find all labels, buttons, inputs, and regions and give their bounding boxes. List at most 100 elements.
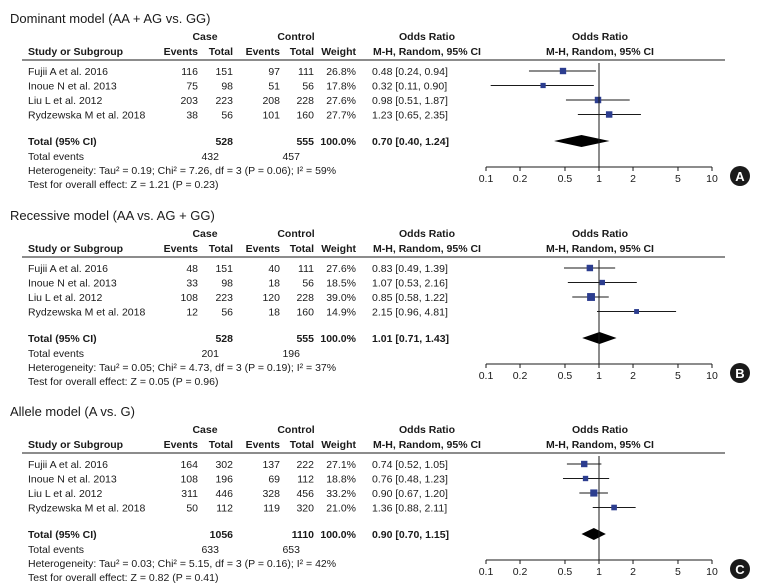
study-control-events: 18 xyxy=(268,278,280,290)
x-tick-label: 0.1 xyxy=(479,370,494,382)
x-tick-label: 0.2 xyxy=(513,566,528,578)
header-or-method-plot: M-H, Random, 95% CI xyxy=(546,243,654,255)
header-control-events: Events xyxy=(246,439,281,451)
header-case-total: Total xyxy=(209,439,233,451)
study-name: Inoue N et al. 2013 xyxy=(28,278,117,290)
study-control-events: 69 xyxy=(268,474,280,486)
study-case-total: 223 xyxy=(215,95,233,107)
study-name: Fujii A et al. 2016 xyxy=(28,263,108,275)
study-marker xyxy=(581,460,588,468)
pooled-diamond xyxy=(554,135,610,147)
study-name: Liu L et al. 2012 xyxy=(28,292,102,304)
header-or-method: M-H, Random, 95% CI xyxy=(373,46,481,58)
study-case-events: 108 xyxy=(180,474,198,486)
study-case-events: 75 xyxy=(186,81,198,93)
study-marker xyxy=(611,504,617,511)
total-events-control: 457 xyxy=(282,151,300,163)
total-weight: 100.0% xyxy=(320,333,356,345)
total-case: 1056 xyxy=(210,529,234,541)
study-marker xyxy=(540,82,546,89)
study-or-ci: 0.90 [0.67, 1.20] xyxy=(372,488,448,500)
study-control-events: 137 xyxy=(262,459,280,471)
study-or-ci: 2.15 [0.96, 4.81] xyxy=(372,307,448,319)
panel-title: Recessive model (AA vs. AG + GG) xyxy=(10,208,215,223)
x-tick-label: 1 xyxy=(596,370,602,382)
header-case: Case xyxy=(192,228,217,240)
study-weight: 39.0% xyxy=(326,292,356,304)
study-name: Inoue N et al. 2013 xyxy=(28,81,117,93)
study-case-total: 98 xyxy=(221,278,233,290)
study-marker xyxy=(599,279,605,286)
panel-badge-label: A xyxy=(735,169,745,184)
study-case-events: 203 xyxy=(180,95,198,107)
x-tick-label: 0.5 xyxy=(558,173,573,185)
header-odds-ratio: Odds Ratio xyxy=(399,424,455,436)
header-odds-ratio-plot: Odds Ratio xyxy=(572,31,628,43)
x-tick-label: 0.1 xyxy=(479,566,494,578)
header-weight: Weight xyxy=(321,439,356,451)
header-study: Study or Subgroup xyxy=(28,46,123,58)
study-case-total: 196 xyxy=(215,474,233,486)
study-case-events: 38 xyxy=(186,110,198,122)
study-case-total: 56 xyxy=(221,307,233,319)
x-tick-label: 10 xyxy=(706,566,718,578)
total-events-label: Total events xyxy=(28,544,84,556)
x-tick-label: 5 xyxy=(675,370,681,382)
study-control-total: 228 xyxy=(296,95,314,107)
study-or-ci: 0.83 [0.49, 1.39] xyxy=(372,263,448,275)
total-weight: 100.0% xyxy=(320,136,356,148)
x-tick-label: 0.1 xyxy=(479,173,494,185)
header-control: Control xyxy=(277,424,314,436)
study-control-total: 111 xyxy=(298,66,314,78)
panel-badge xyxy=(730,363,750,383)
study-name: Rydzewska M et al. 2018 xyxy=(28,307,145,319)
total-weight: 100.0% xyxy=(320,529,356,541)
panel-badge-label: B xyxy=(735,366,744,381)
header-odds-ratio: Odds Ratio xyxy=(399,228,455,240)
study-or-ci: 0.85 [0.58, 1.22] xyxy=(372,292,448,304)
study-weight: 21.0% xyxy=(326,503,356,515)
panel-badge xyxy=(730,559,750,579)
total-or-ci: 0.70 [0.40, 1.24] xyxy=(372,136,449,148)
study-control-events: 18 xyxy=(268,307,280,319)
study-control-total: 228 xyxy=(296,292,314,304)
x-tick-label: 0.5 xyxy=(558,566,573,578)
study-marker xyxy=(582,475,589,482)
x-tick-label: 0.5 xyxy=(558,370,573,382)
heterogeneity-stat: Heterogeneity: Tau² = 0.19; Chi² = 7.26,… xyxy=(28,165,336,177)
total-label: Total (95% CI) xyxy=(28,529,97,541)
study-case-events: 116 xyxy=(181,66,198,78)
study-name: Rydzewska M et al. 2018 xyxy=(28,503,145,515)
x-tick-label: 10 xyxy=(706,370,718,382)
total-or-ci: 0.90 [0.70, 1.15] xyxy=(372,529,449,541)
x-tick-label: 1 xyxy=(596,566,602,578)
header-or-method-plot: M-H, Random, 95% CI xyxy=(546,46,654,58)
x-tick-label: 5 xyxy=(675,566,681,578)
study-marker xyxy=(605,111,613,118)
study-control-total: 160 xyxy=(296,110,314,122)
x-tick-label: 2 xyxy=(630,566,636,578)
study-case-events: 48 xyxy=(186,263,198,275)
header-case-events: Events xyxy=(164,439,199,451)
study-marker xyxy=(559,67,567,75)
study-name: Fujii A et al. 2016 xyxy=(28,459,108,471)
header-control-total: Total xyxy=(290,439,314,451)
header-weight: Weight xyxy=(321,243,356,255)
header-control-total: Total xyxy=(290,243,314,255)
header-case-events: Events xyxy=(164,243,199,255)
total-events-case: 201 xyxy=(201,348,219,360)
study-marker xyxy=(587,293,595,301)
panel-title: Dominant model (AA + AG vs. GG) xyxy=(10,11,211,26)
study-weight: 27.1% xyxy=(326,459,356,471)
study-case-total: 151 xyxy=(215,263,233,275)
total-control: 555 xyxy=(296,136,314,148)
total-events-control: 196 xyxy=(282,348,300,360)
study-weight: 33.2% xyxy=(326,488,356,500)
study-case-events: 311 xyxy=(181,488,198,500)
heterogeneity-stat: Heterogeneity: Tau² = 0.03; Chi² = 5.15,… xyxy=(28,558,336,570)
x-tick-label: 5 xyxy=(675,173,681,185)
study-case-total: 223 xyxy=(215,292,233,304)
header-case: Case xyxy=(192,31,217,43)
study-weight: 27.6% xyxy=(326,263,356,275)
